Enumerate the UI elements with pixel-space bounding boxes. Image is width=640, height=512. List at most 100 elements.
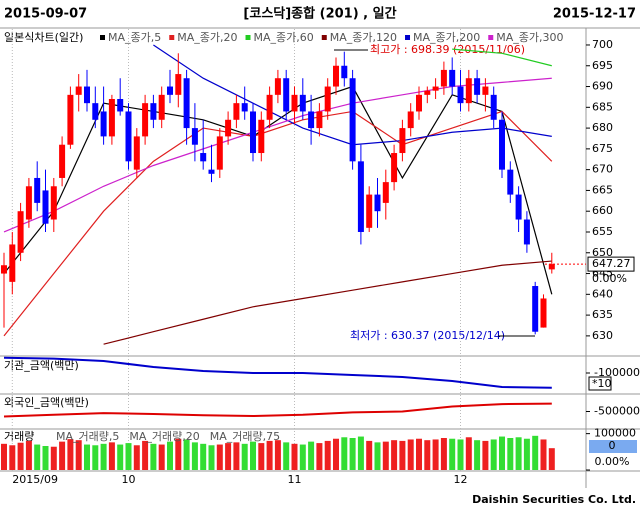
panel-label: 기관_금액(백만) <box>4 359 79 372</box>
candle-body <box>341 65 348 79</box>
y-tick-label: 655 <box>592 225 613 238</box>
candle-body <box>515 194 522 220</box>
panel-label: 거래량 <box>4 430 34 443</box>
legend-label: MA_거래량,5 <box>56 430 119 443</box>
volume-bar <box>117 444 124 470</box>
candle-body <box>100 111 107 137</box>
legend-swatch <box>488 35 494 40</box>
volume-bar <box>374 442 381 470</box>
legend-swatch <box>405 35 411 40</box>
volume-bar <box>391 440 398 470</box>
volume-bar <box>1 443 7 470</box>
volume-bar <box>191 442 198 470</box>
last-change: 0.00% <box>592 272 627 285</box>
candle-body <box>50 186 57 220</box>
volume-bar <box>523 438 530 470</box>
volume-bar <box>291 443 298 470</box>
candle-body <box>34 177 41 203</box>
volume-bar <box>507 438 514 470</box>
candle-body <box>75 86 82 95</box>
candle-body <box>258 119 265 154</box>
x-tick-label: 2015/09 <box>12 473 58 486</box>
volume-bar <box>266 440 273 470</box>
candle-body <box>374 194 381 212</box>
y-tick-label: 680 <box>592 121 613 134</box>
candle-body <box>399 128 406 154</box>
last-value-box <box>587 256 635 272</box>
annotation: 최고가 : 698.39 (2015/11/06) <box>370 43 525 56</box>
candle-body <box>133 136 140 170</box>
y-tick-label: -100000 <box>594 366 640 379</box>
y-tick-label: 100000 <box>594 427 636 440</box>
candle-body <box>465 78 472 104</box>
candle-body <box>175 74 182 95</box>
volume-bar <box>357 436 364 470</box>
candle-body <box>333 65 339 87</box>
candle-body <box>216 136 223 170</box>
volume-bar <box>50 446 57 470</box>
volume-bar <box>100 443 107 470</box>
candle-body <box>208 169 215 174</box>
volume-bar <box>424 440 431 470</box>
panel-label: 외국인_금액(백만) <box>4 396 89 409</box>
volume-bar <box>158 444 165 470</box>
volume-bar <box>150 443 157 470</box>
y-tick-label: 685 <box>592 100 613 113</box>
candle-body <box>299 94 306 112</box>
candle-body <box>382 182 389 203</box>
candle-body <box>241 103 248 112</box>
candle-body <box>349 78 356 162</box>
volume-bar <box>432 439 439 470</box>
volume-change: 0.00% <box>595 455 630 468</box>
candle-body <box>366 194 373 228</box>
foreign-line <box>3 402 552 418</box>
candle-body <box>225 119 232 137</box>
volume-bar <box>474 440 481 470</box>
candle-body <box>142 103 149 137</box>
volume-bar <box>142 440 149 470</box>
candle-body <box>308 111 315 129</box>
legend-label: MA_종가,20 <box>177 31 237 44</box>
panel-note: *10 <box>592 377 612 390</box>
candle-body <box>482 86 489 95</box>
volume-bar <box>482 440 489 470</box>
candle-body <box>391 153 398 183</box>
volume-bar <box>532 435 539 470</box>
legend-label: MA_종가,200 <box>413 31 480 44</box>
volume-bar <box>84 444 90 470</box>
candle-body <box>250 111 256 154</box>
candle-body <box>540 298 547 328</box>
y-tick-label: 650 <box>592 246 613 259</box>
candle-body <box>266 94 273 120</box>
candle-body <box>59 144 66 178</box>
volume-bar <box>333 438 339 470</box>
volume-bar <box>108 442 115 470</box>
volume-bar <box>75 440 82 470</box>
y-tick-label: 640 <box>592 287 613 300</box>
volume-bar <box>183 439 190 470</box>
volume-bar <box>167 441 173 470</box>
y-tick-label: 660 <box>592 204 613 217</box>
value-box <box>589 440 637 453</box>
y-tick-label: 700 <box>592 38 613 51</box>
volume-bar <box>133 445 140 470</box>
candle-body <box>432 86 439 91</box>
candle-body <box>67 94 74 145</box>
ma-line <box>3 110 553 337</box>
volume-bar <box>250 441 256 470</box>
y-tick-label: 695 <box>592 59 613 72</box>
legend-label: MA_거래량,75 <box>210 430 280 443</box>
legend-label: MA_종가,120 <box>330 31 397 44</box>
y-tick-label: 665 <box>592 183 613 196</box>
end-date: 2015-12-17 <box>553 7 636 22</box>
volume-bar <box>382 441 389 470</box>
candle-body <box>499 119 505 170</box>
volume-bar <box>316 443 323 470</box>
volume-bar <box>9 445 16 470</box>
candle-body <box>532 286 539 332</box>
volume-bar <box>25 440 32 470</box>
candle-body <box>507 169 514 195</box>
volume-bar <box>366 440 373 470</box>
volume-bar <box>515 437 522 470</box>
